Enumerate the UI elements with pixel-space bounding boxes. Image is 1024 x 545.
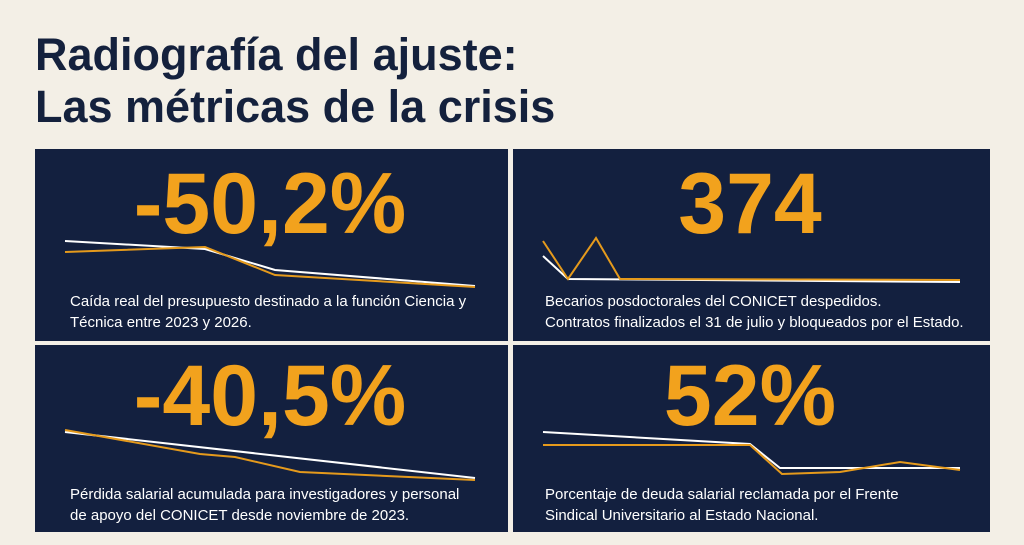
figure: 374 (678, 156, 822, 252)
figure: 52% (664, 348, 836, 444)
figure: -40,5% (134, 348, 407, 444)
description: Becarios posdoctorales del CONICET despe… (545, 293, 882, 310)
sparkline (542, 236, 961, 281)
description: Sindical Universitario al Estado Naciona… (545, 507, 818, 524)
sparkline (543, 444, 961, 476)
sparkline (64, 429, 476, 481)
figure: -50,2% (134, 156, 407, 252)
card (513, 149, 990, 341)
description: Técnica entre 2023 y 2026. (70, 314, 252, 331)
description: Contratos finalizados el 31 de julio y b… (545, 314, 964, 331)
card (513, 345, 990, 532)
sparkline (64, 240, 476, 287)
description: de apoyo del CONICET desde noviembre de … (70, 507, 409, 524)
title-line: Las métricas de la crisis (35, 81, 555, 132)
description: Porcentaje de deuda salarial reclamada p… (545, 486, 899, 503)
card (35, 149, 508, 341)
description: Caída real del presupuesto destinado a l… (70, 293, 467, 310)
description: Pérdida salarial acumulada para investig… (70, 486, 459, 503)
sparkline (64, 431, 476, 479)
title-line: Radiografía del ajuste: (35, 29, 518, 80)
sparkline (64, 245, 476, 288)
